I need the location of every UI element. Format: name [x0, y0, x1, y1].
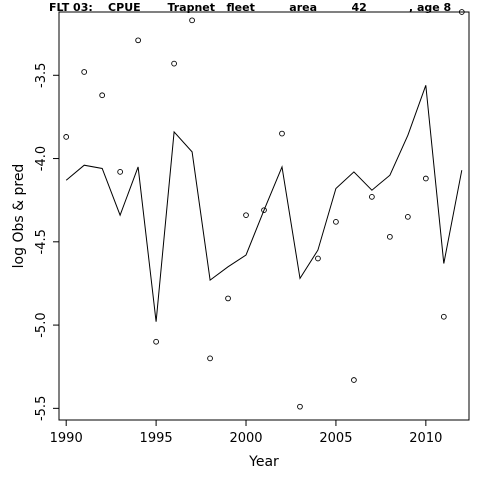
- observed-point: [171, 60, 177, 67]
- observed-point: [351, 377, 357, 383]
- y-axis-label: log Obs & pred: [11, 164, 27, 269]
- observed-point: [99, 92, 106, 99]
- y-tick-label: -3.5: [34, 63, 49, 88]
- chart-title: FLT 03: CPUE Trapnet fleet area 42 , age…: [49, 1, 451, 14]
- observed-point: [333, 218, 339, 225]
- observed-point: [243, 212, 249, 219]
- x-tick-label: 1990: [50, 431, 83, 446]
- observed-point: [261, 207, 267, 214]
- observed-point: [422, 175, 429, 182]
- y-tick-label: -4.0: [34, 146, 49, 171]
- observed-point: [153, 338, 159, 345]
- y-tick-label: -4.5: [34, 229, 49, 254]
- predicted-line: [65, 85, 463, 322]
- plot-frame: [58, 11, 470, 421]
- y-tick-label: -5.0: [34, 312, 49, 337]
- observed-point: [405, 213, 411, 220]
- observed-point: [387, 233, 393, 240]
- observed-point: [279, 130, 285, 137]
- observed-point: [117, 169, 123, 175]
- observed-point: [297, 403, 303, 410]
- x-axis-label: Year: [248, 454, 279, 470]
- observed-point: [135, 37, 141, 44]
- y-tick-label: -5.5: [34, 396, 49, 421]
- observed-point: [458, 9, 465, 15]
- observed-point: [440, 313, 447, 320]
- observed-point: [207, 355, 213, 362]
- x-axis: 1990 1995 2000 2005 2010: [50, 420, 442, 446]
- observed-point: [63, 134, 70, 140]
- observed-point: [81, 69, 88, 75]
- x-tick-label: 2005: [319, 431, 352, 446]
- observed-point: [369, 193, 375, 200]
- series-layer: [63, 9, 465, 410]
- x-tick-label: 2000: [229, 431, 262, 446]
- observed-point: [225, 295, 231, 302]
- x-tick-label: 2010: [409, 431, 442, 446]
- y-axis: -3.5 -4.0 -4.5 -5.0 -5.5: [34, 63, 59, 421]
- observed-point: [189, 17, 195, 24]
- x-tick-label: 1995: [140, 431, 173, 446]
- observed-point: [315, 255, 321, 262]
